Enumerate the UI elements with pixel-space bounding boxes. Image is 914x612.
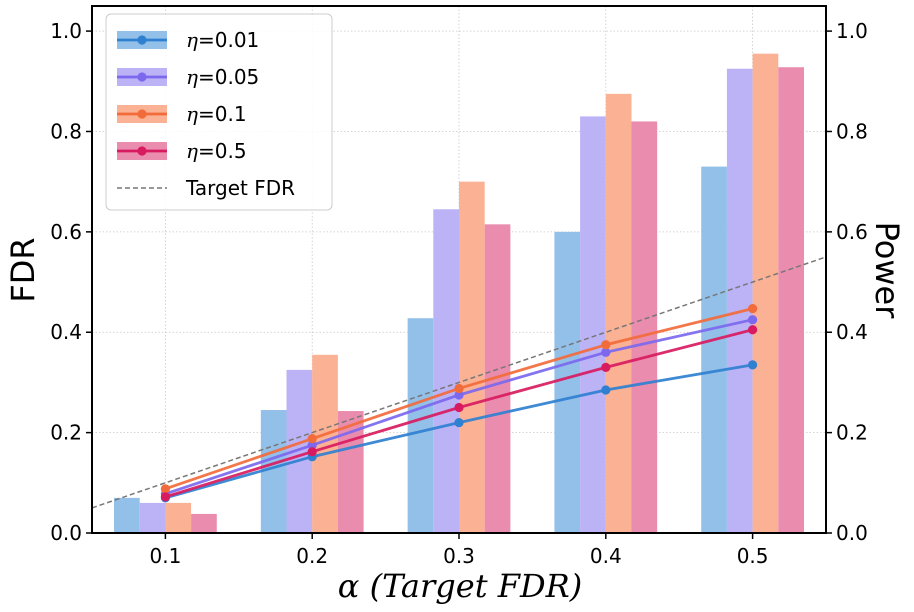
legend-label-2: η=0.05 bbox=[186, 65, 259, 89]
legend-marker-3 bbox=[137, 109, 147, 119]
bar-1-4 bbox=[554, 231, 581, 533]
legend-marker-2 bbox=[137, 72, 147, 82]
bar-1-1 bbox=[114, 497, 140, 533]
fdr-point-3-3 bbox=[454, 383, 464, 394]
legend-eta-symbol: η bbox=[186, 139, 198, 163]
fdr-point-1-3 bbox=[454, 417, 464, 428]
legend-marker-1 bbox=[137, 35, 147, 45]
bar-2-1 bbox=[139, 502, 166, 533]
y-tick-label-left-2: 0.4 bbox=[50, 320, 82, 344]
bar-2-4 bbox=[580, 116, 606, 534]
x-tick-label-1: 0.2 bbox=[296, 544, 328, 568]
y-tick-label-left-5: 1.0 bbox=[50, 19, 82, 43]
target-fdr-line-group bbox=[91, 256, 827, 509]
fdr-point-4-5 bbox=[748, 325, 758, 335]
x-tick-label-0: 0.1 bbox=[149, 544, 181, 568]
bar-1-5 bbox=[701, 166, 727, 533]
fdr-point-4-2 bbox=[307, 447, 317, 457]
legend-label-target: Target FDR bbox=[185, 176, 295, 200]
bar-3-5 bbox=[752, 53, 779, 533]
y-tick-label-right-0: 0.0 bbox=[836, 521, 868, 545]
legend-value: =0.05 bbox=[198, 65, 259, 89]
fdr-point-3-1 bbox=[160, 484, 170, 494]
x-tick-label-4: 0.5 bbox=[737, 544, 769, 568]
legend-value: =0.1 bbox=[198, 102, 247, 126]
fdr-point-2-5 bbox=[748, 315, 758, 325]
y-tick-label-left-0: 0.0 bbox=[50, 521, 82, 545]
bar-4-1 bbox=[191, 513, 217, 533]
bar-2-5 bbox=[726, 68, 753, 533]
legend-value: =0.5 bbox=[198, 139, 247, 163]
fdr-point-4-4 bbox=[601, 362, 611, 372]
tick-labels: 0.0 0.0 0.2 0.2 0.4 0.4 0.6 0.6 0.8 0.8 1.0 1.0 0.1 0… bbox=[50, 19, 868, 568]
axes bbox=[86, 5, 832, 539]
legend-eta-symbol: η bbox=[186, 102, 198, 126]
legend-value: =0.01 bbox=[198, 28, 259, 52]
bar-4-4 bbox=[631, 121, 658, 533]
fdr-point-3-4 bbox=[601, 340, 611, 350]
fdr-point-4-3 bbox=[454, 402, 464, 413]
y-tick-label-left-4: 0.8 bbox=[50, 119, 82, 143]
fdr-point-4-1 bbox=[160, 492, 170, 502]
bar-1-2 bbox=[260, 410, 287, 533]
bar-1-3 bbox=[407, 318, 434, 533]
fdr-point-2-2 bbox=[307, 440, 317, 450]
y-axis-right-title: Power bbox=[868, 222, 906, 320]
legend-label-3: η=0.1 bbox=[186, 102, 247, 126]
legend-label-4: η=0.5 bbox=[186, 139, 247, 163]
legend-frame bbox=[105, 13, 333, 211]
legend-label-1: η=0.01 bbox=[186, 28, 259, 52]
bar-2-3 bbox=[433, 209, 459, 533]
y-tick-label-left-3: 0.6 bbox=[50, 220, 82, 244]
y-tick-label-right-5: 1.0 bbox=[836, 19, 868, 43]
fdr-point-2-4 bbox=[601, 347, 611, 357]
fdr-point-1-5 bbox=[748, 360, 758, 370]
fdr-lines bbox=[160, 304, 758, 503]
bar-4-5 bbox=[778, 67, 804, 533]
bar-3-3 bbox=[459, 181, 485, 533]
legend-eta-symbol: η bbox=[186, 65, 198, 89]
fdr-point-2-3 bbox=[454, 390, 464, 400]
x-tick-label-3: 0.4 bbox=[590, 544, 622, 568]
x-tick-label-2: 0.3 bbox=[443, 544, 475, 568]
x-axis-title-text: α (Target FDR) bbox=[338, 567, 582, 605]
legend-eta-symbol: η bbox=[186, 28, 198, 52]
legend-marker-4 bbox=[137, 146, 147, 156]
x-axis-title: α (Target FDR) bbox=[338, 567, 582, 605]
y-tick-label-right-2: 0.4 bbox=[836, 320, 868, 344]
bar-3-4 bbox=[605, 93, 632, 533]
bar-3-1 bbox=[165, 502, 192, 533]
y-tick-label-right-1: 0.2 bbox=[836, 421, 868, 445]
fdr-point-3-2 bbox=[307, 434, 317, 444]
y-axis-left-title: FDR bbox=[4, 237, 42, 302]
target-fdr-line bbox=[91, 256, 827, 509]
fdr-point-1-4 bbox=[601, 385, 611, 395]
y-tick-label-left-1: 0.2 bbox=[50, 421, 82, 445]
y-tick-label-right-3: 0.6 bbox=[836, 220, 868, 244]
fdr-point-3-5 bbox=[748, 304, 758, 314]
y-tick-label-right-4: 0.8 bbox=[836, 119, 868, 143]
